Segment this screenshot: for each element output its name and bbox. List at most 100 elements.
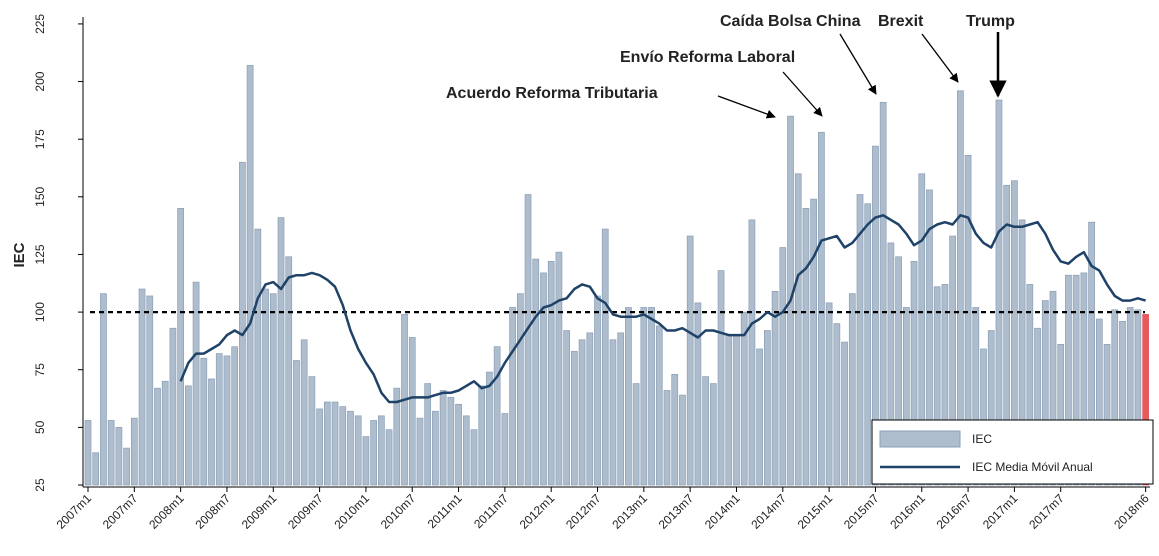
- bar: [432, 410, 439, 486]
- bar: [339, 406, 347, 486]
- x-tick-label: 2015m1: [795, 491, 836, 532]
- bar: [655, 325, 663, 486]
- bar: [748, 219, 756, 486]
- bar: [594, 295, 601, 486]
- bar: [879, 101, 887, 486]
- bar: [200, 357, 208, 486]
- bar: [262, 288, 269, 486]
- bar: [470, 429, 478, 486]
- bar: [949, 235, 956, 486]
- y-tick-label: 175: [33, 129, 47, 149]
- bar: [779, 247, 787, 486]
- bar: [671, 373, 679, 486]
- bar: [416, 417, 424, 486]
- bar: [771, 290, 779, 486]
- bar: [702, 376, 709, 486]
- bar: [146, 295, 154, 486]
- bar: [547, 261, 555, 486]
- bar: [1072, 274, 1080, 486]
- annotation-arrow: [839, 33, 877, 95]
- bar: [941, 284, 949, 486]
- bar: [848, 293, 856, 486]
- x-tick-label: 2010m1: [331, 491, 372, 532]
- y-tick-label: 150: [33, 186, 47, 206]
- bar: [540, 272, 547, 486]
- bar: [130, 417, 138, 486]
- legend-label: IEC: [972, 432, 992, 446]
- bar: [215, 353, 223, 486]
- legend-label: IEC Media Móvil Anual: [972, 460, 1093, 474]
- bar: [107, 420, 115, 486]
- x-tick-label: 2013m7: [656, 491, 697, 532]
- bar: [825, 302, 833, 486]
- bar: [524, 194, 532, 486]
- bar: [725, 334, 733, 486]
- bar: [717, 270, 725, 486]
- bar: [154, 387, 161, 486]
- bar: [1095, 318, 1103, 486]
- bar: [1142, 314, 1149, 486]
- x-tick-label: 2017m1: [980, 491, 1021, 532]
- bar: [563, 330, 570, 486]
- annotation-text: Acuerdo Reforma Tributaria: [446, 85, 658, 102]
- y-tick-label: 225: [33, 14, 47, 34]
- bar: [764, 330, 771, 486]
- bar: [1011, 180, 1018, 486]
- bar: [957, 90, 964, 486]
- bar: [648, 307, 655, 486]
- bar: [794, 173, 802, 486]
- bar: [601, 228, 609, 486]
- annotation-arrow: [782, 71, 823, 117]
- y-tick-label: 200: [33, 71, 47, 91]
- bar: [571, 350, 578, 486]
- bar: [1111, 309, 1119, 486]
- annotation-text: Trump: [966, 13, 1015, 30]
- x-tick-label: 2011m1: [425, 491, 465, 531]
- bar: [462, 415, 470, 486]
- annotation-arrow: [921, 33, 959, 83]
- bar: [362, 436, 370, 486]
- bar: [138, 288, 146, 486]
- bar: [1057, 344, 1065, 486]
- bar: [818, 131, 825, 486]
- bar: [895, 256, 902, 486]
- bar: [439, 390, 447, 486]
- legend-swatch: [879, 430, 961, 448]
- bar: [1103, 344, 1111, 486]
- bar: [385, 429, 393, 486]
- bar: [185, 385, 192, 486]
- bar: [316, 408, 323, 486]
- bar: [640, 307, 648, 486]
- bar: [740, 311, 748, 486]
- bar: [478, 385, 486, 486]
- legend-box: [871, 419, 1154, 485]
- bar: [841, 341, 848, 486]
- bar: [555, 251, 563, 486]
- bar: [285, 256, 293, 486]
- y-tick-label: 50: [33, 420, 47, 434]
- bar: [115, 427, 123, 486]
- bar: [1034, 327, 1041, 486]
- x-tick-label: 2008m1: [146, 491, 187, 532]
- bar: [92, 452, 100, 486]
- bar: [810, 198, 818, 486]
- bar: [856, 194, 864, 486]
- bar: [910, 261, 918, 486]
- bar: [709, 383, 717, 486]
- bar: [223, 355, 231, 486]
- x-tick-label: 2014m7: [748, 491, 789, 532]
- bar: [486, 371, 493, 486]
- bar: [347, 410, 354, 486]
- bar: [625, 307, 632, 486]
- bar: [632, 383, 640, 486]
- bar: [926, 189, 933, 486]
- bar: [177, 207, 184, 486]
- bar: [123, 447, 130, 486]
- x-tick-label: 2011m7: [471, 491, 511, 531]
- x-tick-label: 2008m7: [193, 491, 234, 532]
- bar: [663, 390, 671, 486]
- bar: [1041, 300, 1049, 486]
- bar: [686, 235, 694, 486]
- moving-average-line: [179, 214, 1146, 404]
